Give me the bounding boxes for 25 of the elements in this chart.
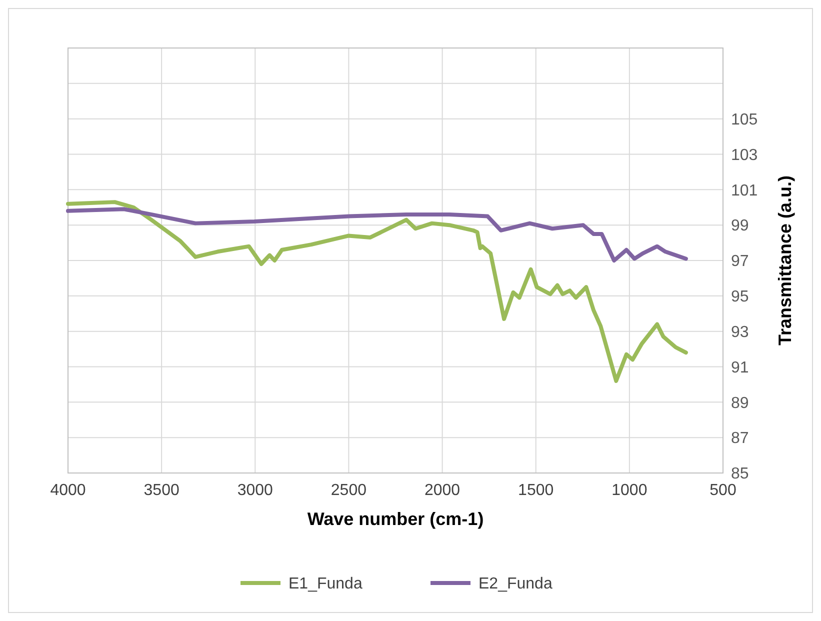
x-tick-label: 500 [710, 482, 736, 499]
x-tick-label: 1500 [518, 482, 554, 499]
y-tick-label: 87 [731, 430, 749, 448]
y-tick-label: 85 [731, 466, 749, 483]
legend-label: E2_Funda [478, 576, 552, 593]
y-axis-title: Transmittance (a.u.) [775, 175, 795, 346]
y-tick-label: 91 [731, 359, 749, 376]
x-tick-label: 1000 [612, 482, 648, 499]
x-tick-label: 2000 [424, 482, 460, 499]
y-tick-label: 89 [731, 394, 749, 412]
y-tick-label: 95 [731, 288, 749, 306]
y-tick-label: 93 [731, 324, 749, 341]
y-tick-label: 99 [731, 218, 749, 235]
line-series [66, 200, 688, 383]
y-tick-label: 105 [731, 111, 758, 128]
y-tick-label: 103 [731, 146, 758, 164]
x-tick-label: 2500 [330, 482, 367, 499]
x-tick-label: 3500 [144, 482, 180, 499]
y-tick-label: 101 [731, 182, 758, 200]
x-tick-label: 3000 [237, 482, 274, 499]
legend-label: E1_Funda [288, 576, 362, 593]
x-axis-title: Wave number (cm-1) [307, 509, 484, 529]
y-tick-label: 97 [731, 253, 749, 270]
x-tick-label: 4000 [50, 482, 86, 499]
line-series [66, 207, 688, 262]
